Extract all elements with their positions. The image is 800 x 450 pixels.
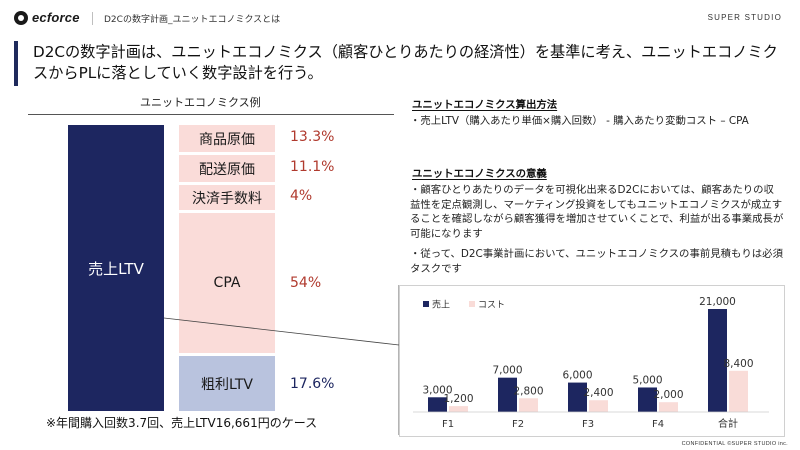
footer-confidential: CONFIDENTIAL ©SUPER STUDIO inc. bbox=[681, 441, 788, 447]
bar-1-0 bbox=[449, 406, 468, 412]
percent-gross-profit: 17.6% bbox=[290, 376, 335, 392]
legend-swatch-0 bbox=[423, 301, 429, 307]
bar-0-1 bbox=[498, 377, 517, 412]
segment-payment-fee: 決済手数料 bbox=[179, 185, 275, 210]
significance-paragraph-2: ・従って、D2C事業計画において、ユニットエコノミクスの事前見積もりは必須タスク… bbox=[410, 248, 783, 275]
brand-name: SUPER STUDIO bbox=[707, 13, 782, 22]
legend-swatch-1 bbox=[469, 301, 475, 307]
value-label-1-1: 2,800 bbox=[513, 385, 543, 397]
value-label-1-0: 1,200 bbox=[443, 393, 473, 405]
bar-0-4 bbox=[708, 309, 727, 412]
ecforce-logo-icon bbox=[14, 10, 28, 25]
segment-label: 配送原価 bbox=[199, 161, 255, 178]
category-label-4: 合計 bbox=[718, 417, 738, 430]
category-label-0: F1 bbox=[442, 419, 454, 430]
percent-shipping-cost: 11.1% bbox=[290, 159, 335, 175]
value-label-0-3: 5,000 bbox=[632, 374, 662, 386]
value-label-0-2: 6,000 bbox=[562, 370, 592, 382]
bar-1-3 bbox=[659, 402, 678, 412]
sales-ltv-block: 売上LTV bbox=[68, 125, 164, 411]
category-label-1: F2 bbox=[512, 419, 524, 430]
bar-0-0 bbox=[428, 397, 447, 412]
value-label-0-4: 21,000 bbox=[699, 296, 736, 308]
category-label-2: F3 bbox=[582, 419, 594, 430]
logo-text: ecforce bbox=[32, 10, 80, 25]
example-note: ※年間購入回数3.7回、売上LTV16,661円のケース bbox=[46, 416, 318, 430]
page-title: D2Cの数字計画は、ユニットエコノミクス（顧客ひとりあたりの経済性）を基準に考え… bbox=[33, 43, 778, 82]
segment-label: 商品原価 bbox=[199, 131, 255, 148]
breadcrumb: D2Cの数字計画_ユニットエコノミクスとは bbox=[104, 15, 281, 25]
method-heading: ユニットエコノミクス算出方法 bbox=[412, 99, 558, 111]
percent-cpa: 54% bbox=[290, 275, 322, 291]
segment-gross-profit-ltv: 粗利LTV bbox=[179, 356, 275, 411]
segment-cpa: CPA bbox=[179, 213, 275, 353]
value-label-0-0: 3,000 bbox=[422, 384, 452, 396]
significance-paragraph-1: ・顧客ひとりあたりのデータを可視化出来るD2Cにおいては、顧客あたりの収益性を定… bbox=[410, 184, 784, 240]
value-label-1-3: 2,000 bbox=[653, 389, 683, 401]
ecforce-logo: ecforce bbox=[14, 10, 80, 25]
title-accent-bar bbox=[14, 41, 18, 86]
bar-1-1 bbox=[519, 398, 538, 412]
bar-1-4 bbox=[729, 370, 748, 412]
value-label-1-4: 8,400 bbox=[723, 358, 753, 370]
legend-label-0: 売上 bbox=[432, 299, 450, 311]
percent-product-cost: 13.3% bbox=[290, 129, 335, 145]
method-text: ・売上LTV（購入あたり単価×購入回数） - 購入あたり変動コスト – CPA bbox=[410, 115, 749, 127]
header-divider bbox=[92, 12, 93, 25]
segment-label: CPA bbox=[213, 275, 241, 291]
percent-payment-fee: 4% bbox=[290, 188, 313, 204]
segment-label: 決済手数料 bbox=[192, 190, 262, 207]
bar-1-2 bbox=[589, 400, 608, 412]
category-label-3: F4 bbox=[652, 419, 664, 430]
value-label-0-1: 7,000 bbox=[492, 365, 522, 377]
example-title-rule bbox=[28, 114, 394, 115]
segment-label: 粗利LTV bbox=[200, 376, 253, 393]
bar-0-3 bbox=[638, 387, 657, 412]
segment-product-cost: 商品原価 bbox=[179, 125, 275, 152]
sales-ltv-label: 売上LTV bbox=[88, 259, 144, 278]
segment-shipping-cost: 配送原価 bbox=[179, 155, 275, 182]
example-title: ユニットエコノミクス例 bbox=[140, 96, 261, 109]
significance-heading: ユニットエコノミクスの意義 bbox=[412, 168, 547, 180]
bar-0-2 bbox=[568, 382, 587, 412]
legend-label-1: コスト bbox=[478, 301, 505, 311]
value-label-1-2: 2,400 bbox=[583, 387, 613, 399]
